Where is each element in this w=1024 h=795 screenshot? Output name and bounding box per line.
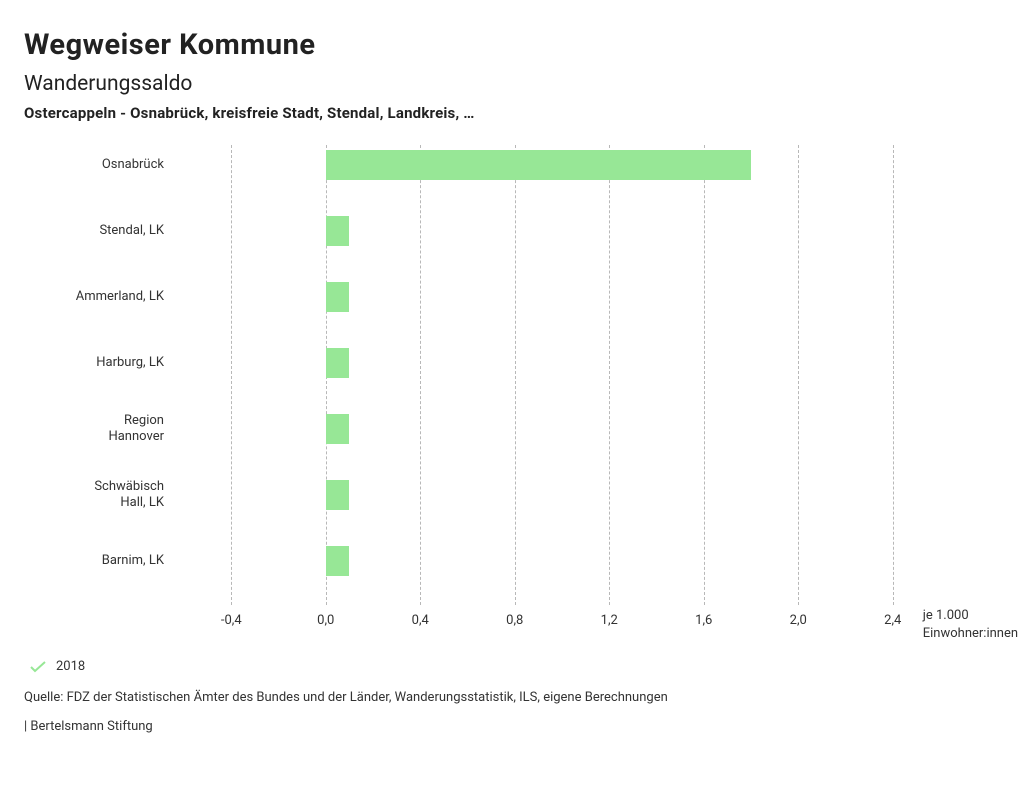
y-axis-label: Barnim, LK — [24, 553, 164, 569]
source-line: Quelle: FDZ der Statistischen Ämter des … — [24, 690, 1000, 705]
chart-subtitle: Wanderungssaldo — [24, 72, 1000, 96]
x-axis-label: 1,2 — [601, 613, 618, 628]
grid-line — [231, 145, 232, 605]
y-axis-label: Stendal, LK — [24, 223, 164, 239]
credit-line: | Bertelsmann Stiftung — [24, 719, 1000, 734]
y-axis-label: Harburg, LK — [24, 355, 164, 371]
grid-line — [893, 145, 894, 605]
axis-unit-label: je 1.000Einwohner:innen — [923, 607, 1018, 642]
grid-line — [609, 145, 610, 605]
grid-line — [704, 145, 705, 605]
bar — [326, 480, 350, 510]
chart-container: je 1.000Einwohner:innen OsnabrückStendal… — [24, 140, 1000, 645]
bar — [326, 546, 350, 576]
bar — [326, 150, 751, 180]
legend: 2018 — [24, 659, 1000, 674]
y-axis-label: RegionHannover — [24, 413, 164, 446]
page-title: Wegweiser Kommune — [24, 28, 1000, 62]
plot-area — [184, 140, 940, 605]
bar — [326, 216, 350, 246]
legend-year: 2018 — [56, 659, 85, 674]
bar — [326, 414, 350, 444]
y-axis-label: SchwäbischHall, LK — [24, 479, 164, 512]
check-icon — [30, 661, 46, 673]
x-axis-label: 0,4 — [412, 613, 429, 628]
y-axis-label: Ammerland, LK — [24, 289, 164, 305]
x-axis-label: 0,0 — [317, 613, 334, 628]
bar — [326, 282, 350, 312]
y-axis-label: Osnabrück — [24, 157, 164, 173]
grid-line — [515, 145, 516, 605]
grid-line — [798, 145, 799, 605]
bar — [326, 348, 350, 378]
x-axis-label: -0,4 — [221, 613, 242, 628]
x-axis-label: 0,8 — [506, 613, 523, 628]
locations-line: Ostercappeln - Osnabrück, kreisfreie Sta… — [24, 104, 1000, 122]
x-axis-label: 2,4 — [884, 613, 901, 628]
grid-line — [420, 145, 421, 605]
x-axis-label: 1,6 — [695, 613, 712, 628]
x-axis-label: 2,0 — [790, 613, 807, 628]
